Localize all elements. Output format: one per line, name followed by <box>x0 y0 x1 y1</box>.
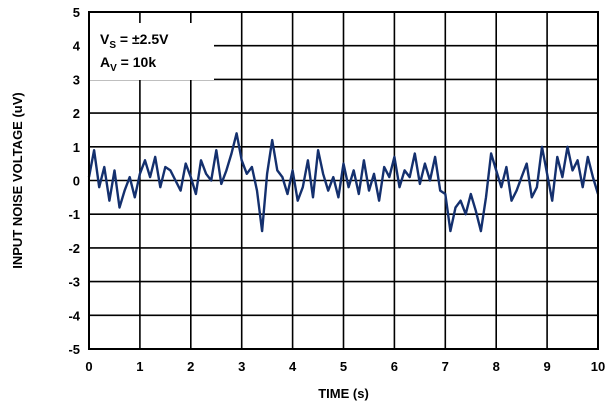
x-tick-label: 1 <box>136 359 143 374</box>
y-tick-label: 3 <box>73 72 80 87</box>
x-tick-label: 10 <box>591 359 605 374</box>
y-axis-label: INPUT NOISE VOLTAGE (uV) <box>10 92 25 268</box>
y-tick-label: -4 <box>68 308 80 323</box>
y-tick-label: -3 <box>68 275 80 290</box>
x-tick-label: 8 <box>493 359 500 374</box>
x-tick-label: 7 <box>442 359 449 374</box>
y-tick-label: 0 <box>73 174 80 189</box>
y-tick-label: 1 <box>73 140 80 155</box>
x-tick-label: 5 <box>340 359 347 374</box>
y-tick-label: 2 <box>73 106 80 121</box>
series-group <box>87 132 600 233</box>
y-tick-label: -1 <box>68 207 80 222</box>
plot-frame <box>88 11 599 350</box>
x-tick-label: 0 <box>85 359 92 374</box>
y-tick-label: 5 <box>73 5 80 20</box>
annotation-box: VS = ±2.5V AV = 10k <box>89 23 214 80</box>
y-tick-label: -5 <box>68 342 80 357</box>
y-tick-label: -2 <box>68 241 80 256</box>
annotation-background <box>89 23 214 80</box>
x-tick-label: 6 <box>391 359 398 374</box>
x-axis-label: TIME (s) <box>318 386 369 401</box>
y-tick-label: 4 <box>73 39 81 54</box>
annotation-av: AV = 10k <box>100 54 156 74</box>
x-tick-label: 4 <box>289 359 297 374</box>
x-tick-label: 9 <box>543 359 550 374</box>
noise-series-line <box>87 132 600 233</box>
y-tick-labels: 5 4 3 2 1 0 -1 -2 -3 -4 -5 <box>68 5 80 357</box>
x-tick-label: 2 <box>187 359 194 374</box>
x-tick-labels: 0 1 2 3 4 5 6 7 8 9 10 <box>85 359 605 374</box>
annotation-vs: VS = ±2.5V <box>100 31 169 51</box>
x-tick-label: 3 <box>238 359 245 374</box>
